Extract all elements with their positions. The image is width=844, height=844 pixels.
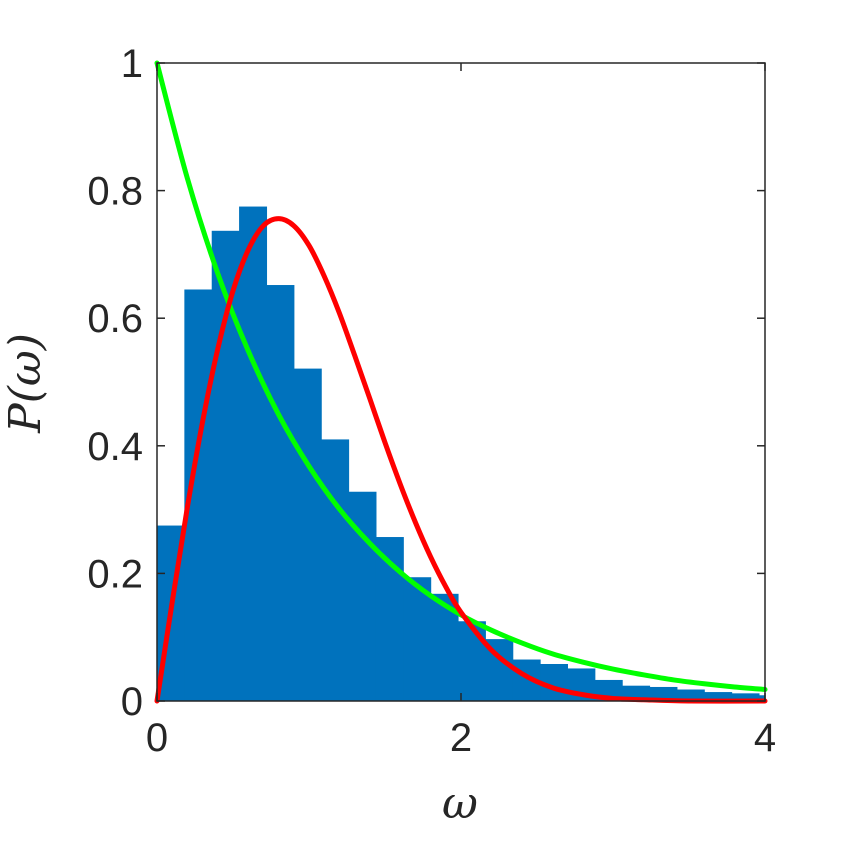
y-tick-label: 0.6	[87, 297, 143, 341]
histogram-bar	[266, 285, 295, 701]
axes	[156, 62, 766, 702]
x-tick-label: 0	[146, 716, 168, 760]
y-tick-label: 0	[121, 680, 143, 724]
histogram-bars	[157, 206, 766, 702]
red-curve	[154, 216, 768, 704]
y-tick-label: 0.4	[87, 425, 143, 469]
x-tick-label: 2	[450, 716, 472, 760]
histogram-bar	[758, 695, 766, 701]
histogram-bar	[403, 577, 432, 701]
histogram-bar	[293, 368, 322, 701]
y-tick-label: 0.8	[87, 170, 143, 214]
histogram-bar	[704, 692, 733, 701]
histogram-bar	[321, 439, 350, 701]
green-curve	[154, 60, 768, 693]
histogram-bar	[239, 206, 268, 702]
y-axis-label: P(ω)	[0, 333, 51, 434]
y-tick-label: 1	[121, 42, 143, 86]
x-tick-label: 4	[754, 716, 776, 760]
x-axis-label: ω	[442, 778, 478, 829]
y-tick-label: 0.2	[87, 552, 143, 596]
curves	[154, 60, 768, 704]
histogram-bar	[676, 689, 705, 701]
histogram-bar	[649, 686, 678, 701]
histogram-bar	[457, 621, 486, 701]
histogram-bar	[731, 693, 760, 701]
tick-labels: 0 2 4 0 0.2 0.4 0.6 0.8 1	[87, 42, 776, 760]
